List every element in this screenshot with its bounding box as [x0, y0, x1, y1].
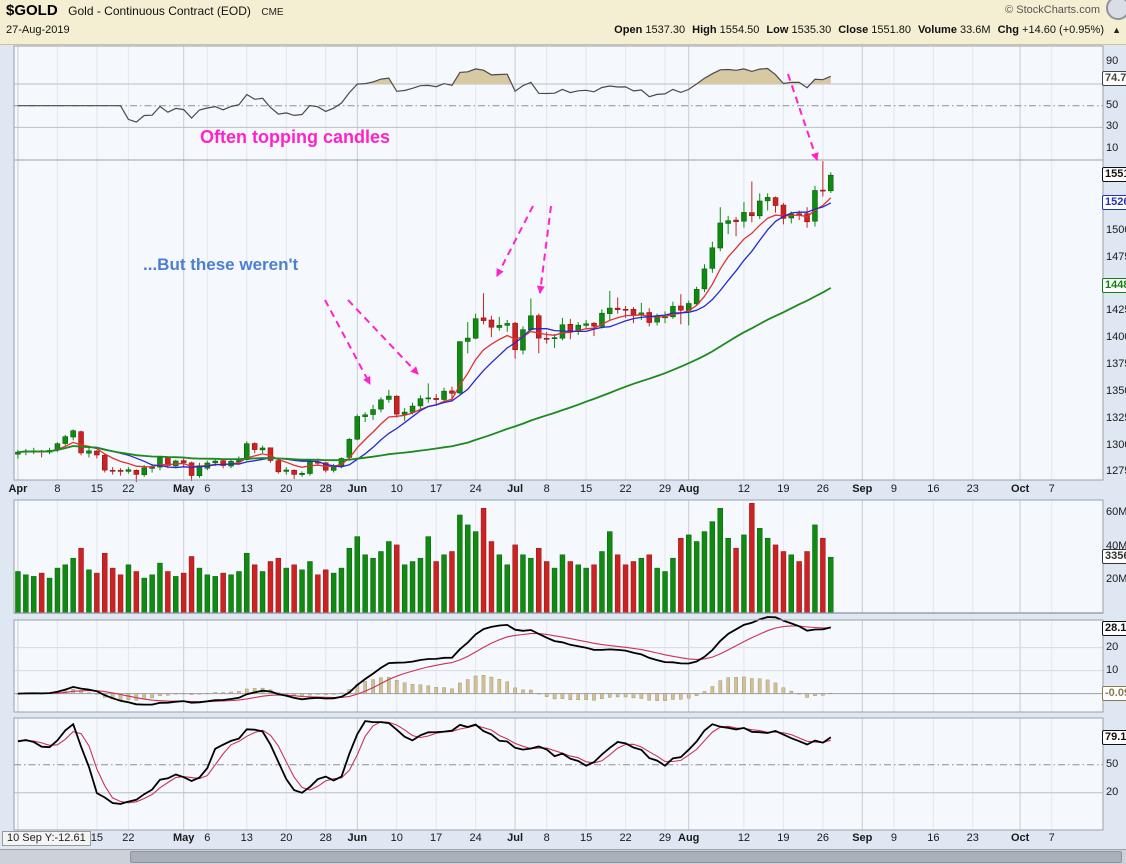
level-lines	[14, 83, 1103, 794]
quote-label: Close	[838, 24, 869, 36]
quote-label: High	[692, 24, 717, 36]
quote-label: Low	[766, 24, 789, 36]
panel-borders	[13, 45, 1104, 831]
rsi-overbought-fill	[17, 68, 831, 84]
annotation-topping-candles: Often topping candles	[200, 127, 391, 147]
quote-value: 1554.50	[716, 24, 760, 36]
quote-value: 33.6M	[956, 24, 991, 36]
macd-signal-line	[17, 625, 831, 703]
annotation-but-these-werent: ...But these weren't	[143, 255, 299, 274]
panel-backgrounds	[14, 46, 1103, 830]
quote-label: Volume	[918, 24, 957, 36]
annotation-arrows	[324, 73, 819, 385]
quote-row: 27-Aug-2019 Open 1537.30 High 1554.50 Low …	[0, 19, 1126, 43]
ma-blue-line	[17, 202, 832, 469]
rsi-line	[17, 67, 832, 123]
stoch-d-line	[17, 721, 831, 804]
macd-line	[17, 616, 832, 706]
scrollbar-thumb[interactable]	[130, 851, 1122, 863]
collapse-arrow-icon[interactable]: ▲	[1112, 25, 1121, 35]
stoch-k-line	[17, 720, 832, 805]
quote-value: 1535.30	[788, 24, 832, 36]
quote-value: +14.60 (+0.95%)	[1018, 24, 1104, 36]
copyright: © StockCharts.com	[1005, 4, 1100, 16]
quote-value: 1551.80	[868, 24, 912, 36]
exchange: CME	[261, 7, 284, 18]
chart-header: $GOLD Gold - Continuous Contract (EOD) C…	[0, 0, 1126, 45]
corner-widget-icon[interactable]	[1106, 0, 1126, 20]
quote-label: Open	[614, 24, 643, 36]
quote-label: Chg	[997, 24, 1019, 36]
crosshair-readout: 10 Sep Y:-12.61	[2, 831, 91, 846]
quote-value: 1537.30	[642, 24, 686, 36]
ohlc-quote: Open 1537.30 High 1554.50 Low 1535.30 Close…	[607, 24, 1104, 36]
chart-title: Gold - Continuous Contract (EOD)	[68, 4, 251, 18]
ma-green-line	[17, 287, 832, 462]
title-row: $GOLD Gold - Continuous Contract (EOD) C…	[0, 0, 1126, 19]
horizontal-scrollbar[interactable]	[0, 849, 1126, 864]
macd-histogram	[16, 675, 833, 701]
candlestick-series	[15, 161, 834, 483]
symbol: $GOLD	[6, 2, 58, 19]
chart-date: 27-Aug-2019	[6, 24, 70, 36]
volume-bars	[15, 503, 834, 614]
